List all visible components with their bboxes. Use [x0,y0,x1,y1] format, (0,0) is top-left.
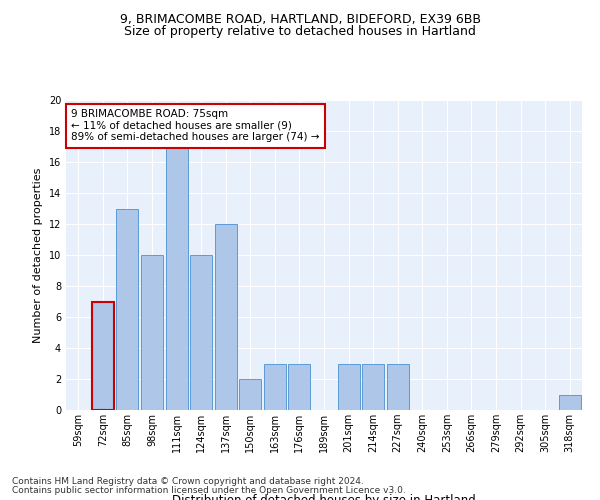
Text: 9, BRIMACOMBE ROAD, HARTLAND, BIDEFORD, EX39 6BB: 9, BRIMACOMBE ROAD, HARTLAND, BIDEFORD, … [119,12,481,26]
Bar [215,224,237,410]
Bar [239,379,262,410]
Bar [338,364,359,410]
Bar [141,255,163,410]
Bar [362,364,384,410]
Text: Contains HM Land Registry data © Crown copyright and database right 2024.: Contains HM Land Registry data © Crown c… [12,477,364,486]
Bar [92,302,114,410]
Bar [116,208,139,410]
Bar [166,146,188,410]
Text: Size of property relative to detached houses in Hartland: Size of property relative to detached ho… [124,25,476,38]
Bar [386,364,409,410]
Text: 9 BRIMACOMBE ROAD: 75sqm
← 11% of detached houses are smaller (9)
89% of semi-de: 9 BRIMACOMBE ROAD: 75sqm ← 11% of detach… [71,110,320,142]
Bar [264,364,286,410]
Bar [559,394,581,410]
Y-axis label: Number of detached properties: Number of detached properties [33,168,43,342]
X-axis label: Distribution of detached houses by size in Hartland: Distribution of detached houses by size … [172,494,476,500]
Bar [190,255,212,410]
Bar [289,364,310,410]
Text: Contains public sector information licensed under the Open Government Licence v3: Contains public sector information licen… [12,486,406,495]
